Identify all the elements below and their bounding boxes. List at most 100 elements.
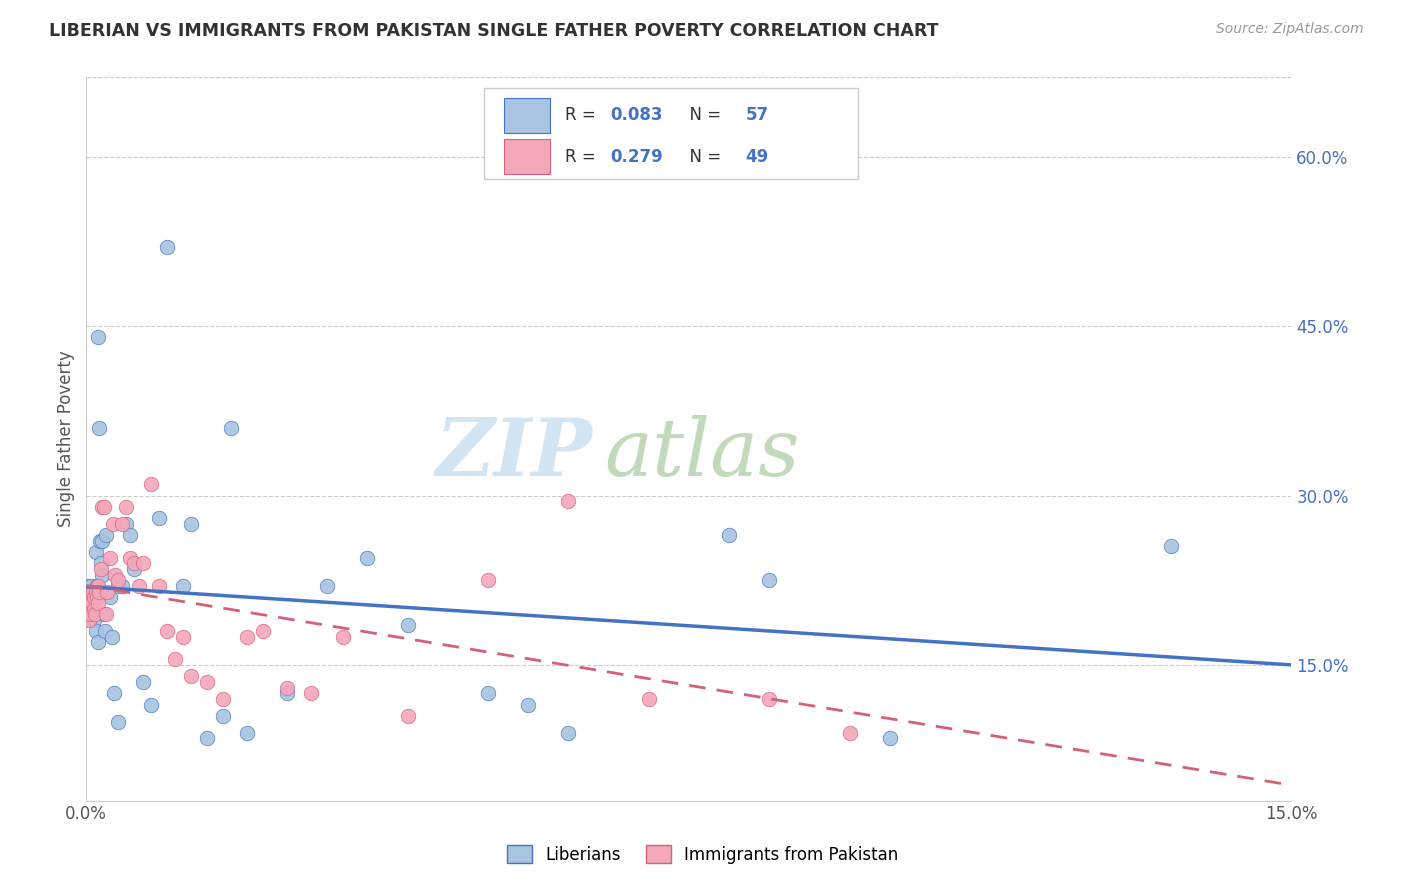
Point	[111, 516, 134, 531]
Point	[82, 584, 104, 599]
Point	[758, 574, 780, 588]
Point	[120, 550, 142, 565]
Point	[86, 579, 108, 593]
Point	[84, 607, 107, 622]
Point	[718, 528, 741, 542]
Y-axis label: Single Father Poverty: Single Father Poverty	[58, 351, 75, 527]
Point	[82, 601, 104, 615]
Point	[236, 726, 259, 740]
Legend: Liberians, Immigrants from Pakistan: Liberians, Immigrants from Pakistan	[501, 838, 905, 871]
Point	[86, 591, 108, 605]
Point	[83, 607, 105, 622]
Point	[758, 692, 780, 706]
Point	[195, 675, 218, 690]
Point	[83, 601, 105, 615]
Point	[101, 630, 124, 644]
Point	[637, 692, 659, 706]
Point	[87, 330, 110, 344]
Point	[156, 624, 179, 639]
Point	[356, 550, 378, 565]
Point	[111, 579, 134, 593]
Point	[80, 579, 103, 593]
FancyBboxPatch shape	[505, 98, 550, 133]
Point	[94, 624, 117, 639]
Point	[148, 511, 170, 525]
Point	[79, 596, 101, 610]
Point	[477, 686, 499, 700]
Point	[90, 557, 112, 571]
Point	[332, 630, 354, 644]
Point	[103, 686, 125, 700]
Point	[163, 652, 186, 666]
Point	[128, 579, 150, 593]
Text: N =: N =	[679, 106, 727, 124]
Point	[276, 681, 298, 695]
Point	[219, 421, 242, 435]
Point	[89, 533, 111, 548]
Point	[148, 579, 170, 593]
Point	[77, 601, 100, 615]
Point	[80, 584, 103, 599]
Point	[115, 500, 138, 514]
Point	[77, 601, 100, 615]
Text: 0.083: 0.083	[610, 106, 664, 124]
Text: R =: R =	[565, 148, 600, 166]
Point	[94, 607, 117, 622]
Point	[91, 500, 114, 514]
Point	[87, 596, 110, 610]
Point	[172, 579, 194, 593]
Point	[115, 516, 138, 531]
Point	[77, 613, 100, 627]
Text: 49: 49	[745, 148, 769, 166]
Point	[80, 584, 103, 599]
Point	[172, 630, 194, 644]
Text: Source: ZipAtlas.com: Source: ZipAtlas.com	[1216, 22, 1364, 37]
Point	[139, 477, 162, 491]
Point	[89, 421, 111, 435]
Point	[124, 557, 146, 571]
Point	[80, 591, 103, 605]
Point	[93, 607, 115, 622]
Text: ZIP: ZIP	[436, 415, 592, 492]
Point	[79, 584, 101, 599]
Point	[316, 579, 339, 593]
Point	[91, 567, 114, 582]
Point	[1160, 540, 1182, 554]
Point	[107, 579, 129, 593]
Point	[84, 624, 107, 639]
FancyBboxPatch shape	[505, 139, 550, 174]
Point	[180, 516, 202, 531]
Point	[276, 686, 298, 700]
Point	[82, 591, 104, 605]
Point	[77, 579, 100, 593]
Point	[83, 591, 105, 605]
Point	[299, 686, 322, 700]
Point	[96, 584, 118, 599]
FancyBboxPatch shape	[484, 88, 858, 178]
Point	[517, 698, 540, 712]
Point	[120, 528, 142, 542]
Text: 57: 57	[745, 106, 769, 124]
Text: atlas: atlas	[605, 415, 800, 492]
Point	[90, 562, 112, 576]
Point	[84, 545, 107, 559]
Point	[83, 591, 105, 605]
Point	[80, 596, 103, 610]
Point	[79, 584, 101, 599]
Point	[100, 550, 122, 565]
Point	[879, 731, 901, 746]
Point	[156, 240, 179, 254]
Point	[212, 709, 235, 723]
Text: R =: R =	[565, 106, 600, 124]
Point	[79, 607, 101, 622]
Text: 0.279: 0.279	[610, 148, 664, 166]
Point	[195, 731, 218, 746]
Point	[477, 574, 499, 588]
Point	[89, 584, 111, 599]
Point	[180, 669, 202, 683]
Point	[131, 557, 153, 571]
Point	[84, 584, 107, 599]
Point	[79, 613, 101, 627]
Point	[396, 618, 419, 632]
Point	[83, 613, 105, 627]
